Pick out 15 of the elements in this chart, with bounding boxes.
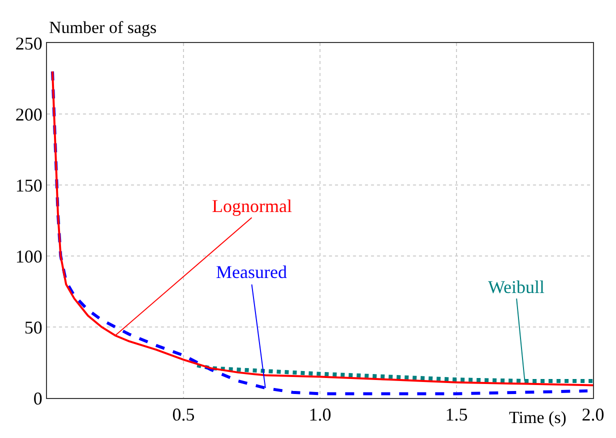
y-tick-label: 150	[15, 175, 42, 196]
text: Measured	[216, 262, 287, 282]
x-tick-label: 2.0	[582, 404, 604, 425]
x-tick-label: 1.5	[445, 404, 468, 425]
y-axis-title: Number of sags	[49, 18, 157, 37]
y-tick-label: 100	[15, 246, 42, 266]
y-tick-label: 50	[24, 317, 42, 338]
x-tick-label: 1.0	[308, 404, 332, 425]
text: Weibull	[488, 277, 545, 297]
x-axis-title: Time (s)	[509, 408, 566, 427]
x-tick-label: 0.5	[172, 404, 195, 425]
y-tick-label: 200	[15, 104, 42, 124]
text: Lognormal	[212, 196, 292, 216]
y-tick-label: 250	[15, 33, 42, 54]
y-tick-label: 0	[33, 388, 42, 408]
